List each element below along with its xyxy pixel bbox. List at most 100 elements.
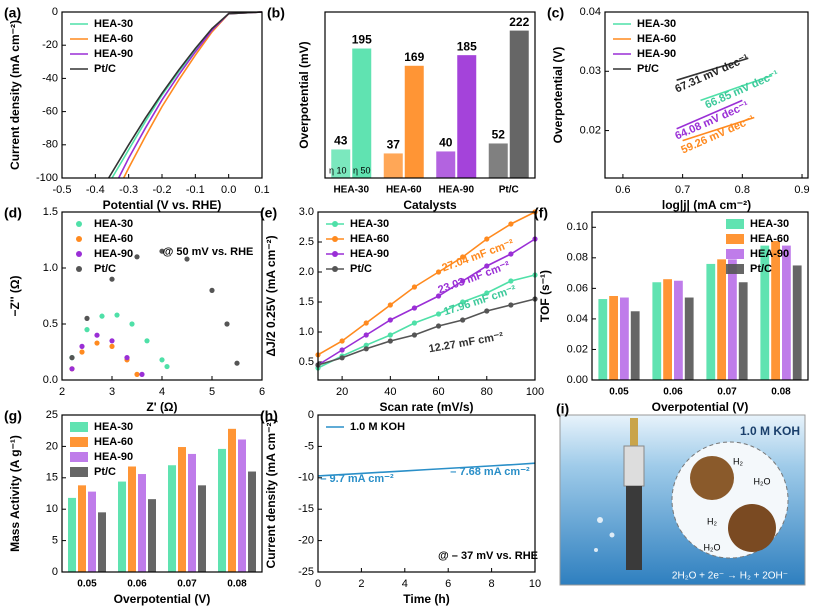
x-tick-label: HEA-90 xyxy=(438,185,474,196)
plot-frame xyxy=(317,211,536,381)
data-label: 169 xyxy=(404,50,424,64)
x-tick-label: 5 xyxy=(209,386,215,398)
annotation: 12.27 mF cm⁻² xyxy=(428,330,505,355)
bubble xyxy=(594,548,598,552)
y-axis-label: TOF (s⁻¹) xyxy=(538,270,552,322)
data-point xyxy=(460,278,466,284)
legend-swatch xyxy=(76,221,82,227)
panel-label: (b) xyxy=(267,5,285,21)
data-point xyxy=(84,315,90,321)
data-point xyxy=(339,355,345,361)
data-point xyxy=(411,332,418,338)
panel-label: (d) xyxy=(4,205,22,221)
x-tick-label: 0 xyxy=(315,578,321,590)
legend-label: HEA-90 xyxy=(750,248,789,260)
legend-swatch xyxy=(332,251,338,257)
legend-label: HEA-60 xyxy=(350,233,389,245)
bar xyxy=(488,143,508,178)
bar xyxy=(674,280,683,380)
y-tick-label: -5 xyxy=(304,440,314,452)
y-tick-label: 0.03 xyxy=(580,65,601,77)
equation: 2H₂O + 2e⁻ → H₂ + 2OH⁻ xyxy=(672,571,788,582)
x-tick-label: 0.07 xyxy=(177,579,197,590)
y-tick-label: -10 xyxy=(298,472,314,484)
legend-label: Pt/C xyxy=(350,263,372,275)
legend-swatch xyxy=(70,452,88,462)
series-line xyxy=(676,57,749,81)
panel-label: (a) xyxy=(4,5,21,21)
y-axis-label: Current density (mA cm⁻²) xyxy=(8,20,22,170)
species-label: H₂ xyxy=(733,456,743,466)
data-point xyxy=(84,327,90,333)
panel-label: (h) xyxy=(260,408,278,424)
data-point xyxy=(69,366,75,372)
x-tick-label: 100 xyxy=(526,386,544,398)
y-tick-label: -60 xyxy=(42,106,58,118)
x-axis-label: log|j| (mA cm⁻²) xyxy=(662,198,751,212)
x-tick-label: -0.2 xyxy=(153,184,172,196)
series-line xyxy=(317,274,536,369)
data-point xyxy=(109,343,115,349)
x-tick-label: 80 xyxy=(481,386,493,398)
legend-label: HEA-90 xyxy=(94,451,133,463)
data-point xyxy=(114,312,120,318)
data-point xyxy=(363,320,369,326)
y-tick-label: -25 xyxy=(298,566,314,578)
species-label: H₂ xyxy=(707,516,717,526)
particle xyxy=(728,504,776,552)
legend-swatch xyxy=(332,266,338,272)
x-axis-label: Catalysts xyxy=(403,198,457,212)
bar xyxy=(68,497,76,572)
data-point xyxy=(164,363,170,370)
legend-swatch xyxy=(726,234,744,244)
data-point xyxy=(387,338,393,344)
legend-label: HEA-60 xyxy=(94,233,133,245)
data-point xyxy=(363,346,369,352)
legend-label: Pt/C xyxy=(94,466,116,478)
x-tick-label: 2 xyxy=(59,386,65,398)
bar xyxy=(78,485,86,572)
x-tick-label: 0.05 xyxy=(77,579,97,590)
electrode xyxy=(626,486,642,570)
y-tick-label: 0.04 xyxy=(580,6,601,18)
data-point xyxy=(134,254,140,260)
bar xyxy=(509,30,529,179)
series-line xyxy=(317,462,536,477)
y-axis-label: Overpotential (mV) xyxy=(297,41,311,148)
data-point xyxy=(99,313,105,319)
annotation: @ – 37 mV vs. RHE xyxy=(438,550,538,562)
data-point xyxy=(209,287,215,293)
panel-label: (f) xyxy=(534,205,548,221)
x-tick-label: 0.1 xyxy=(254,184,269,196)
x-tick-label: 0.6 xyxy=(615,184,630,196)
legend-label: HEA-60 xyxy=(750,233,789,245)
x-tick-label: 0.08 xyxy=(227,579,247,590)
y-axis-label: Mass Activity (A g⁻¹) xyxy=(8,435,22,552)
legend-label: HEA-90 xyxy=(350,248,389,260)
legend-swatch xyxy=(70,437,88,447)
data-label: 40 xyxy=(439,136,453,150)
x-tick-label: HEA-30 xyxy=(333,185,369,196)
x-tick-label: 6 xyxy=(445,578,451,590)
y-tick-label: 0.5 xyxy=(43,318,58,330)
data-point xyxy=(411,305,418,311)
bar xyxy=(598,299,608,380)
x-axis-label: Scan rate (mV/s) xyxy=(379,400,473,414)
bar xyxy=(436,151,456,178)
legend-swatch xyxy=(76,266,82,272)
plot-frame xyxy=(317,414,536,573)
data-point xyxy=(109,338,115,344)
data-point xyxy=(435,269,442,275)
y-tick-label: -40 xyxy=(42,72,58,84)
y-tick-label: 5 xyxy=(52,535,58,547)
legend-label: Pt/C xyxy=(637,63,659,75)
data-point xyxy=(387,302,393,308)
y-tick-label: 0.0 xyxy=(43,374,58,386)
data-point xyxy=(94,332,100,338)
data-label: 43 xyxy=(334,134,348,148)
y-tick-label: 1.0 xyxy=(299,326,314,338)
bar xyxy=(728,259,737,380)
illustration: (i) 1.0 M KOH H₂ H₂O H₂ H₂O 2H₂O + 2e⁻ →… xyxy=(556,401,806,586)
y-tick-label: 1.5 xyxy=(43,206,58,218)
bar xyxy=(652,282,662,380)
